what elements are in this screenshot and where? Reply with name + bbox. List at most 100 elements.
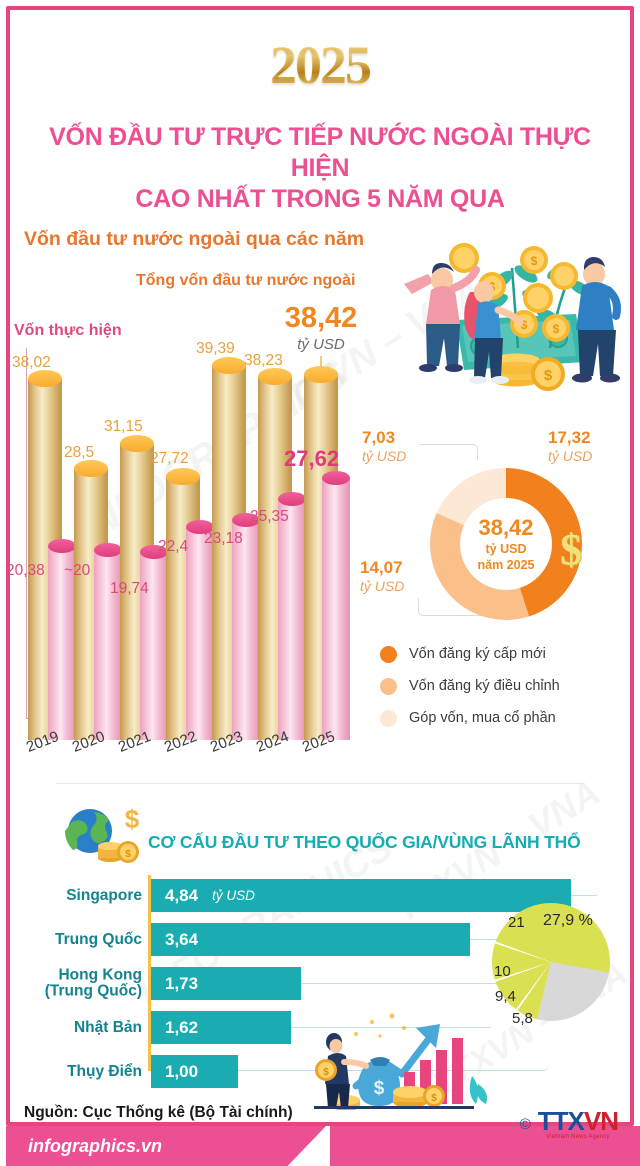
globe-coins-icon: $ $ bbox=[65, 806, 140, 863]
bar-realized-2023 bbox=[232, 513, 260, 740]
bar-total-cap-2023 bbox=[212, 357, 246, 374]
bar-realized-cap-2021 bbox=[140, 545, 168, 559]
donut-legend: Vốn đăng ký cấp mới Vốn đăng ký điều chỉ… bbox=[380, 638, 560, 734]
bar-realized-body-2024 bbox=[278, 499, 306, 740]
country-value-singapore: 4,84 bbox=[165, 885, 199, 905]
donut-value-new-unit: tỷ USD bbox=[548, 448, 593, 464]
donut-value-adjusted-unit: tỷ USD bbox=[360, 578, 405, 594]
donut-value-new-number: 17,32 bbox=[548, 428, 591, 447]
donut-legend-item-new: Vốn đăng ký cấp mới bbox=[380, 638, 560, 670]
donut-value-contribution: 7,03 tỷ USD bbox=[362, 428, 406, 464]
svg-text:$: $ bbox=[521, 318, 528, 332]
svg-text:$: $ bbox=[125, 806, 140, 834]
page-year: 2025 bbox=[0, 34, 640, 96]
section1-title: Vốn đầu tư nước ngoài qua các năm bbox=[24, 228, 365, 250]
country-unit-singapore: tỷ USD bbox=[212, 888, 255, 903]
fdi-by-country-chart: Singapore 4,84 tỷ USD Trung Quốc 3,64 Ho… bbox=[0, 875, 640, 1088]
bar-value-total-2024: 38,23 bbox=[244, 352, 283, 369]
bar-total-cap-2022 bbox=[166, 468, 200, 485]
legend-label-contribution: Góp vốn, mua cổ phần bbox=[409, 710, 556, 726]
agency-logo-ttx: TTX bbox=[537, 1106, 585, 1136]
bar-realized-2024 bbox=[278, 492, 306, 740]
bar-value-total-2023: 39,39 bbox=[196, 340, 235, 357]
total-fdi-value: 38,42 bbox=[284, 302, 358, 334]
donut-center-unit: tỷ USD bbox=[485, 541, 527, 556]
legend-swatch-new bbox=[380, 645, 397, 663]
source-note: Nguồn: Cục Thống kê (Bộ Tài chính) bbox=[24, 1104, 293, 1121]
country-bar-sweden: 1,00 bbox=[151, 1055, 238, 1088]
legend-label-new: Vốn đăng ký cấp mới bbox=[409, 646, 546, 662]
bar-realized-body-2021 bbox=[140, 552, 168, 740]
country-label-hongkong-line1: Hong Kong bbox=[58, 966, 142, 984]
svg-text:$: $ bbox=[374, 1078, 385, 1099]
footer-site-label[interactable]: infographics.vn bbox=[28, 1135, 163, 1156]
page-title-line2: CAO NHẤT TRONG 5 NĂM QUA bbox=[135, 184, 505, 213]
country-value-sweden: 1,00 bbox=[165, 1061, 199, 1081]
bar-total-cap-2021 bbox=[120, 435, 154, 452]
donut-value-new: 17,32 tỷ USD bbox=[548, 428, 592, 464]
bar-realized-body-2023 bbox=[232, 520, 260, 740]
agency-logo-vn: VN bbox=[583, 1106, 619, 1136]
bar-realized-cap-2025 bbox=[322, 471, 350, 485]
country-leader-japan bbox=[291, 1027, 491, 1028]
country-label-china: Trung Quốc bbox=[55, 930, 142, 948]
donut-legend-item-adjusted: Vốn đăng ký điều chỉnh bbox=[380, 670, 560, 702]
donut-legend-item-contribution: Góp vốn, mua cổ phần bbox=[380, 702, 560, 734]
bar-value-realized-2019: 20,38 bbox=[6, 562, 45, 579]
country-value-china: 3,64 bbox=[165, 929, 199, 949]
bar-realized-body-2020 bbox=[94, 550, 122, 740]
bar-realized-2021 bbox=[140, 545, 168, 740]
bar-value-total-2021: 31,15 bbox=[104, 418, 143, 435]
donut-ring: 38,42 tỷ USD năm 2025 bbox=[430, 468, 582, 620]
footer-brand-tab: infographics.vn bbox=[6, 1126, 326, 1166]
country-row-japan: Nhật Bản 1,62 bbox=[74, 1011, 291, 1044]
bar-realized-2019 bbox=[48, 539, 76, 740]
bar-total-cap-2025 bbox=[304, 366, 338, 383]
bar-total-cap-2020 bbox=[74, 460, 108, 477]
copyright-icon: © bbox=[519, 1115, 531, 1133]
bar-realized-cap-2023 bbox=[232, 513, 260, 527]
country-value-japan: 1,62 bbox=[165, 1017, 199, 1037]
legend-swatch-contribution bbox=[380, 709, 397, 727]
page-title-line1: VỐN ĐẦU TƯ TRỰC TIẾP NƯỚC NGOÀI THỰC HIỆ… bbox=[49, 123, 591, 182]
donut-value-adjusted: 14,07 tỷ USD bbox=[360, 558, 404, 594]
bar-total-cap-2024 bbox=[258, 368, 292, 385]
investment-growth-illustration: $ $ $ $ $ bbox=[404, 243, 621, 391]
bar-value-realized-2023: 23,18 bbox=[204, 530, 243, 547]
section1-subtitle: Tổng vốn đầu tư nước ngoài bbox=[136, 272, 356, 289]
bar-realized-2025 bbox=[322, 471, 350, 740]
country-label-hongkong-line2: (Trung Quốc) bbox=[44, 982, 142, 1000]
country-bar-japan: 1,62 bbox=[151, 1011, 291, 1044]
donut-leader-contribution bbox=[420, 444, 478, 460]
pie-label-hongkong: 10 bbox=[494, 963, 511, 980]
country-bar-singapore: 4,84 tỷ USD bbox=[151, 879, 571, 912]
country-label-japan: Nhật Bản bbox=[73, 1018, 142, 1036]
realized-capital-label: Vốn thực hiện bbox=[14, 322, 122, 339]
legend-swatch-adjusted bbox=[380, 677, 397, 695]
country-label-sweden: Thụy Điển bbox=[67, 1062, 142, 1080]
bar-realized-2022 bbox=[186, 520, 214, 740]
agency-logo-subtitle: Vietnam News Agency bbox=[546, 1134, 610, 1140]
bar-realized-cap-2020 bbox=[94, 543, 122, 557]
bar-value-realized-2020: ~20 bbox=[64, 562, 91, 579]
bar-realized-cap-2019 bbox=[48, 539, 76, 553]
country-row-singapore: Singapore 4,84 tỷ USD bbox=[66, 879, 571, 912]
country-leader-singapore bbox=[571, 895, 597, 931]
person-center bbox=[464, 281, 524, 384]
svg-text:$: $ bbox=[431, 1093, 437, 1104]
svg-text:$: $ bbox=[553, 322, 560, 336]
country-label-hongkong: Hong Kong (Trung Quốc) bbox=[44, 966, 151, 1000]
bar-value-total-2022: 27,72 bbox=[150, 450, 189, 467]
donut-value-contribution-unit: tỷ USD bbox=[362, 448, 407, 464]
bar-value-realized-2024: 25,35 bbox=[250, 508, 289, 525]
person-left bbox=[404, 263, 480, 372]
bar-value-realized-2021: 19,74 bbox=[110, 580, 149, 597]
bar-total-cap-2019 bbox=[28, 370, 62, 387]
country-bar-china: 3,64 bbox=[151, 923, 470, 956]
svg-text:$: $ bbox=[323, 1067, 329, 1078]
bar-realized-cap-2022 bbox=[186, 520, 214, 534]
country-chart-axis bbox=[148, 875, 151, 1071]
agency-logo: © TTXVN Vietnam News Agency bbox=[519, 1106, 619, 1140]
fdi-composition-donut-chart: 7,03 tỷ USD 17,32 tỷ USD 14,07 tỷ USD 38… bbox=[352, 420, 638, 750]
